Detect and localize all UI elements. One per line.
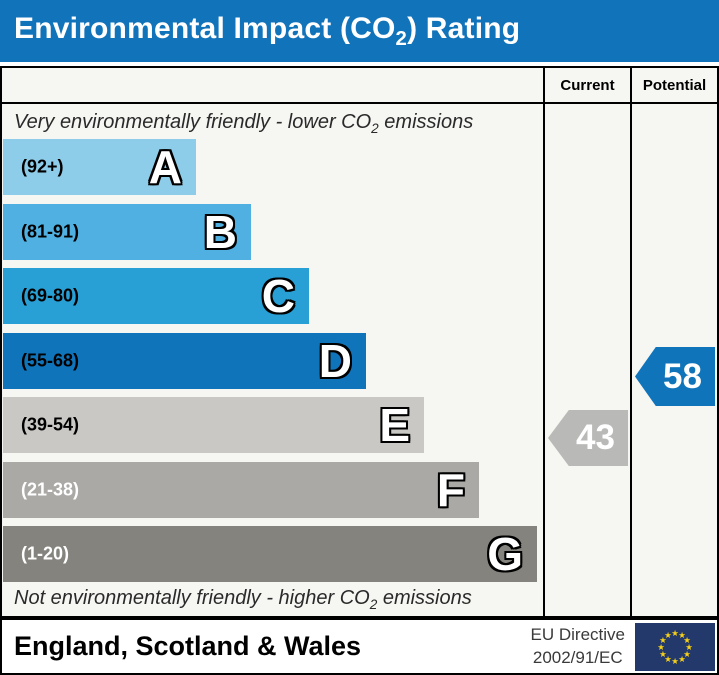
band-letter: A xyxy=(148,141,182,193)
band-row-a: (92+) A xyxy=(3,139,196,195)
co2-subscript: 2 xyxy=(395,27,408,50)
rating-table: Current Potential Very environmentally f… xyxy=(0,66,719,618)
band-range: (21-38) xyxy=(21,479,80,500)
eu-directive-label: EU Directive 2002/91/EC xyxy=(530,625,625,667)
current-column: 43 xyxy=(543,104,630,616)
svg-text:★: ★ xyxy=(659,650,667,660)
svg-text:★: ★ xyxy=(685,643,693,653)
svg-text:★: ★ xyxy=(671,657,679,667)
band-range: (81-91) xyxy=(21,221,80,242)
band-range: (55-68) xyxy=(21,350,80,371)
header-spacer-cell xyxy=(2,68,543,102)
band-letter: F xyxy=(436,464,465,516)
svg-text:★: ★ xyxy=(683,636,691,646)
table-body-row: Very environmentally friendly - lower CO… xyxy=(2,104,717,616)
svg-text:★: ★ xyxy=(659,636,667,646)
band-letter: G xyxy=(487,528,523,580)
bottom-caption: Not environmentally friendly - higher CO… xyxy=(14,587,472,612)
svg-text:★: ★ xyxy=(678,630,686,640)
svg-text:★: ★ xyxy=(664,630,672,640)
potential-column-header: Potential xyxy=(630,68,717,102)
svg-text:★: ★ xyxy=(671,629,679,639)
region-label: England, Scotland & Wales xyxy=(14,631,362,661)
title-bar: Environmental Impact (CO2) Rating xyxy=(0,0,719,62)
band-row-c: (69-80) C xyxy=(3,268,309,324)
band-letter: B xyxy=(203,206,237,258)
page-title: Environmental Impact (CO2) Rating xyxy=(14,11,521,50)
band-letter: D xyxy=(318,335,352,387)
band-row-g: (1-20) G xyxy=(3,526,537,582)
band-range: (1-20) xyxy=(21,543,70,564)
band-row-e: (39-54) E xyxy=(3,397,424,453)
potential-value: 58 xyxy=(663,356,702,396)
current-value: 43 xyxy=(576,418,615,457)
band-row-d: (55-68) D xyxy=(3,333,366,389)
potential-column: 58 xyxy=(630,104,717,616)
band-row-b: (81-91) B xyxy=(3,204,251,260)
footer-bar: England, Scotland & Wales EU Directive 2… xyxy=(0,618,719,675)
band-range: (39-54) xyxy=(21,414,80,435)
potential-arrow: 58 xyxy=(635,347,715,406)
svg-text:★: ★ xyxy=(683,650,691,660)
chart-area: Very environmentally friendly - lower CO… xyxy=(2,104,543,616)
band-range: (69-80) xyxy=(21,285,80,306)
svg-text:★: ★ xyxy=(678,655,686,665)
current-column-header: Current xyxy=(543,68,630,102)
current-arrow: 43 xyxy=(548,410,628,466)
eu-flag-icon: ★ ★ ★ ★ ★ ★ ★ ★ ★ ★ ★ ★ xyxy=(635,622,715,671)
band-letter: E xyxy=(379,399,410,451)
svg-text:★: ★ xyxy=(664,655,672,665)
top-caption: Very environmentally friendly - lower CO… xyxy=(14,111,474,136)
svg-text:★: ★ xyxy=(657,643,665,653)
band-letter: C xyxy=(261,270,295,322)
band-row-f: (21-38) F xyxy=(3,462,479,518)
table-header-row: Current Potential xyxy=(2,68,717,104)
band-range: (92+) xyxy=(21,156,64,177)
